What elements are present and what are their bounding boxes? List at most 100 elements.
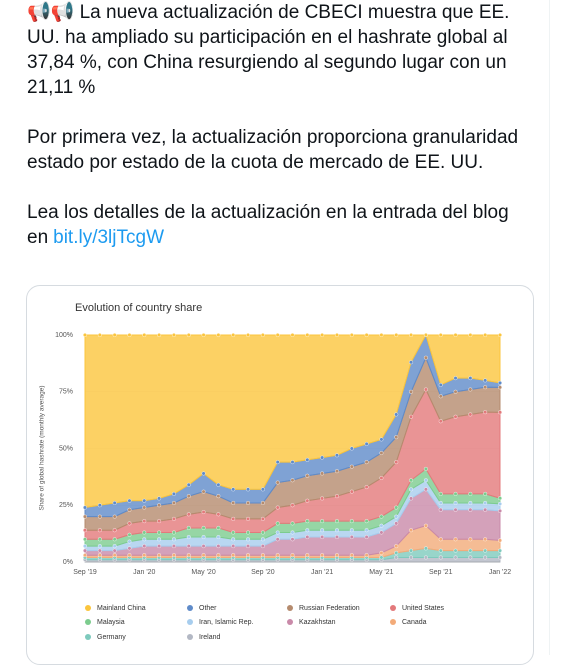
point [409,528,414,533]
point [483,385,488,390]
point [483,537,488,542]
point [498,380,503,385]
column-border [549,0,550,655]
point [409,414,414,419]
point [349,528,354,533]
point [112,514,117,519]
point [83,553,88,558]
point [157,530,162,535]
point [275,460,280,465]
point [290,460,295,465]
point [423,478,428,483]
point [483,378,488,383]
point [364,528,369,533]
point [453,389,458,394]
point [394,435,399,440]
point [423,487,428,492]
point [379,550,384,555]
point [260,333,265,338]
point [305,457,310,462]
point [231,333,236,338]
point [409,389,414,394]
point [127,532,132,537]
point [453,491,458,496]
point [97,514,102,519]
point [201,471,206,476]
point [394,514,399,519]
point [157,496,162,501]
point [216,512,221,517]
point [423,546,428,551]
point [498,333,503,338]
point [83,544,88,549]
legend-marker [390,619,396,625]
point [83,514,88,519]
x-tick-label: Jan '20 [133,569,155,576]
legend-label: Ireland [199,634,221,641]
paragraph: Lea los detalles de la actualización en … [27,200,542,250]
point [438,555,443,560]
point [127,539,132,544]
point [157,544,162,549]
point [364,485,369,490]
point [498,555,503,560]
legend-marker [85,605,91,611]
point [305,528,310,533]
point [394,412,399,417]
tweet-text: 📢📢 La nueva actualización de CBECI muest… [27,0,542,275]
point [483,548,488,553]
point [142,553,147,558]
point [186,512,191,517]
point [186,525,191,530]
point [127,553,132,558]
point [216,494,221,499]
point [305,535,310,540]
y-tick-label: 25% [59,502,73,509]
legend-label: Iran, Islamic Rep. [199,619,254,626]
point [364,535,369,540]
point [216,535,221,540]
point [438,537,443,542]
link[interactable]: bit.ly/3ljTcgW [53,227,164,248]
x-tick-label: Sep '19 [73,569,97,576]
point [468,376,473,381]
point [142,333,147,338]
point [334,553,339,558]
point [364,333,369,338]
point [498,385,503,390]
point [468,500,473,505]
point [83,537,88,542]
point [320,496,325,501]
point [483,333,488,338]
point [246,500,251,505]
point [216,553,221,558]
point [305,333,310,338]
point [216,544,221,549]
point [83,548,88,553]
point [112,548,117,553]
point [468,412,473,417]
point [97,553,102,558]
x-tick-label: Jan '22 [489,569,511,576]
x-tick-label: May '20 [191,569,215,576]
point [290,530,295,535]
point [438,394,443,399]
point [246,333,251,338]
point [423,333,428,338]
point [260,553,265,558]
point [246,553,251,558]
legend-marker [85,619,91,625]
point [171,516,176,521]
point [453,537,458,542]
point [260,537,265,542]
point [127,498,132,503]
point [201,333,206,338]
point [334,494,339,499]
point [423,555,428,560]
point [349,535,354,540]
point [97,544,102,549]
point [498,538,503,543]
point [142,505,147,510]
point [320,519,325,524]
